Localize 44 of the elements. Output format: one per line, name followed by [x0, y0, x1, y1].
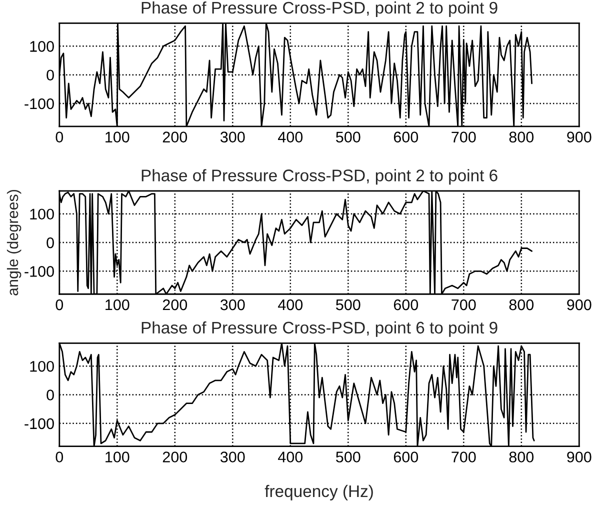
x-tick-label: 200 [162, 299, 188, 310]
x-tick-label: 400 [278, 299, 303, 310]
y-tick-label: -100 [24, 98, 54, 110]
x-tick-label: 600 [394, 132, 418, 143]
x-tick-label: 400 [278, 452, 303, 462]
x-tick-label: 100 [106, 452, 130, 462]
x-tick-label: 300 [220, 299, 245, 310]
x-tick-label: 0 [56, 452, 64, 462]
chart-title: Phase of Pressure Cross-PSD, point 2 to point 6 [142, 169, 498, 185]
y-axis-title: angle (degrees) [6, 190, 22, 296]
x-tick-label: 100 [106, 299, 130, 310]
x-tick-label: 800 [509, 299, 534, 310]
y-tick-label: 100 [30, 360, 54, 372]
y-tick-label: 0 [46, 390, 54, 400]
y-tick-label: 100 [30, 41, 54, 52]
x-tick-label: 900 [567, 299, 592, 310]
y-tick-label: -100 [24, 418, 54, 430]
x-tick-label: 700 [452, 452, 476, 462]
chart-title: Phase of Pressure Cross-PSD, point 2 to point 9 [142, 1, 498, 17]
x-tick-label: 200 [162, 452, 188, 462]
y-tick-label: -100 [24, 266, 54, 277]
x-tick-label: 300 [220, 452, 245, 462]
y-tick-label: 0 [46, 70, 54, 81]
x-tick-label: 200 [162, 132, 188, 143]
y-tick-label: 0 [46, 237, 54, 248]
chart-title: Phase of Pressure Cross-PSD, point 6 to point 9 [142, 321, 498, 337]
x-tick-label: 700 [452, 132, 476, 143]
x-tick-label: 100 [106, 132, 130, 143]
x-tick-label: 600 [394, 299, 418, 310]
y-tick-label: 100 [30, 208, 54, 220]
x-tick-label: 500 [336, 132, 360, 143]
x-tick-label: 0 [56, 299, 64, 310]
x-tick-label: 700 [452, 299, 476, 310]
x-tick-label: 500 [336, 299, 360, 310]
x-tick-label: 900 [567, 452, 592, 462]
x-axis-title: frequency (Hz) [264, 484, 373, 500]
x-tick-label: 400 [278, 132, 303, 143]
x-tick-label: 300 [220, 132, 245, 143]
x-tick-label: 900 [567, 132, 592, 143]
x-tick-label: 800 [509, 132, 534, 143]
x-tick-label: 800 [509, 452, 534, 462]
x-tick-label: 500 [336, 452, 360, 462]
x-tick-label: 600 [394, 452, 418, 462]
x-tick-label: 0 [56, 132, 64, 143]
